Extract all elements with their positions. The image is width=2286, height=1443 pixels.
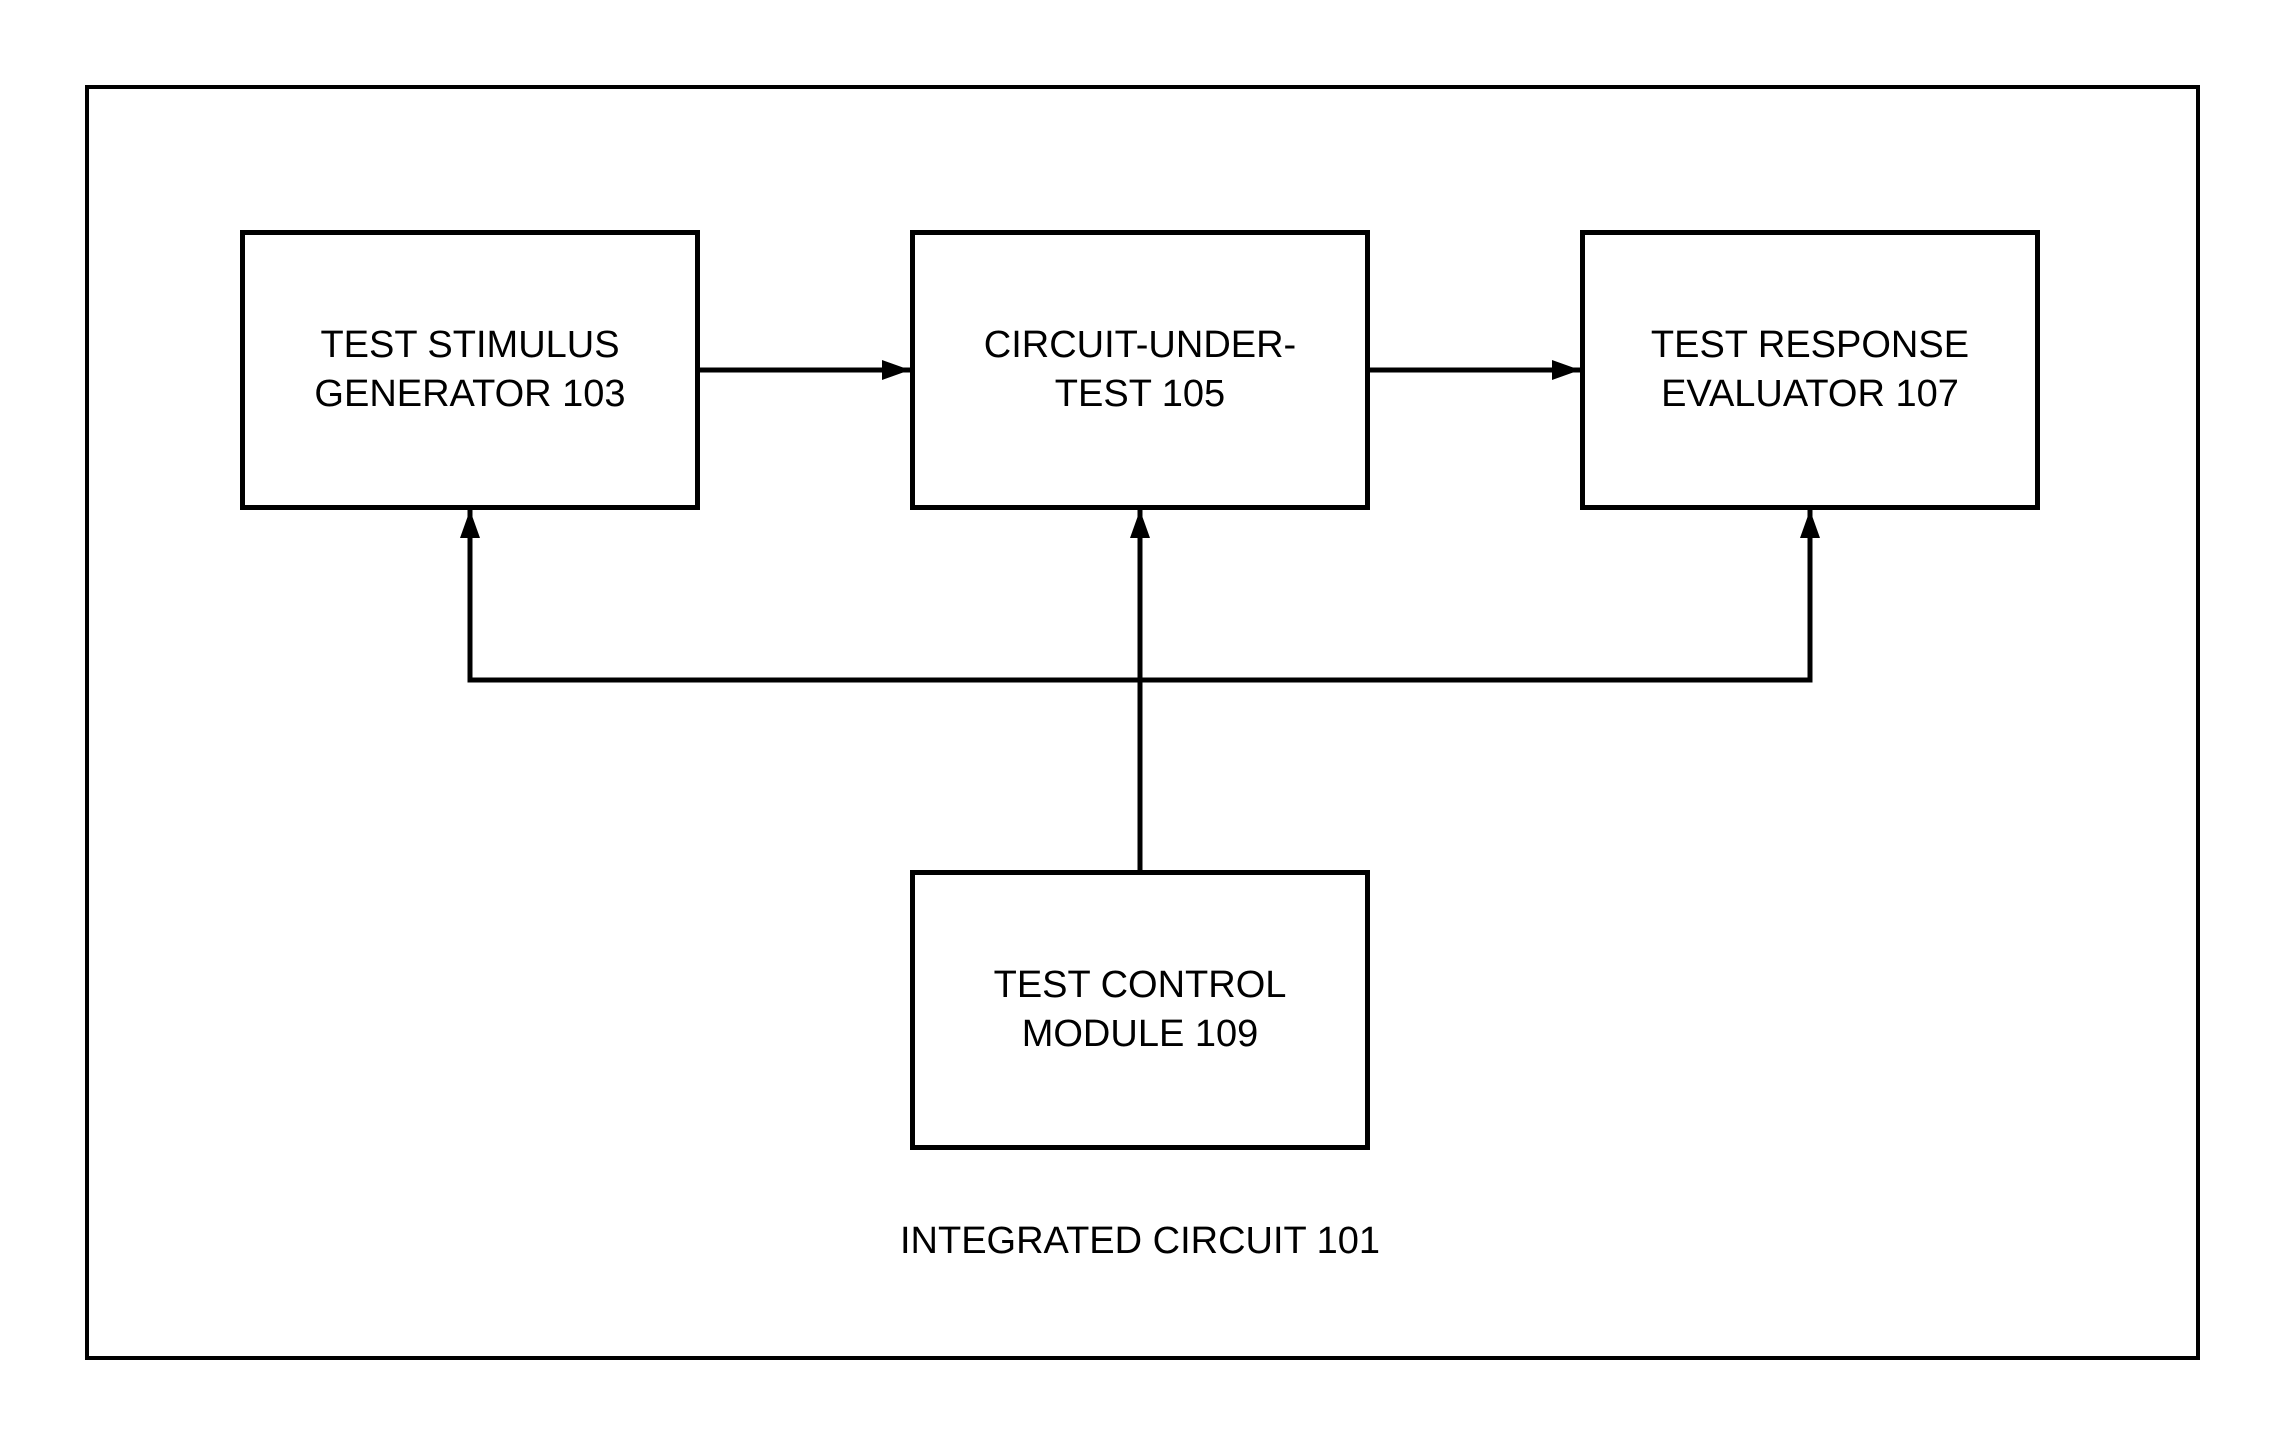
node-cut-line1: CIRCUIT-UNDER- xyxy=(984,321,1296,370)
node-control: TEST CONTROL MODULE 109 xyxy=(910,870,1370,1150)
node-stimulus-line1: TEST STIMULUS xyxy=(314,321,625,370)
node-stimulus-line2: GENERATOR 103 xyxy=(314,370,625,419)
node-cut: CIRCUIT-UNDER- TEST 105 xyxy=(910,230,1370,510)
node-evaluator: TEST RESPONSE EVALUATOR 107 xyxy=(1580,230,2040,510)
diagram-caption: INTEGRATED CIRCUIT 101 xyxy=(870,1220,1410,1263)
node-evaluator-line1: TEST RESPONSE xyxy=(1651,321,1969,370)
node-control-line2: MODULE 109 xyxy=(994,1010,1287,1059)
node-stimulus: TEST STIMULUS GENERATOR 103 xyxy=(240,230,700,510)
node-cut-line2: TEST 105 xyxy=(984,370,1296,419)
node-control-line1: TEST CONTROL xyxy=(994,961,1287,1010)
node-evaluator-line2: EVALUATOR 107 xyxy=(1651,370,1969,419)
